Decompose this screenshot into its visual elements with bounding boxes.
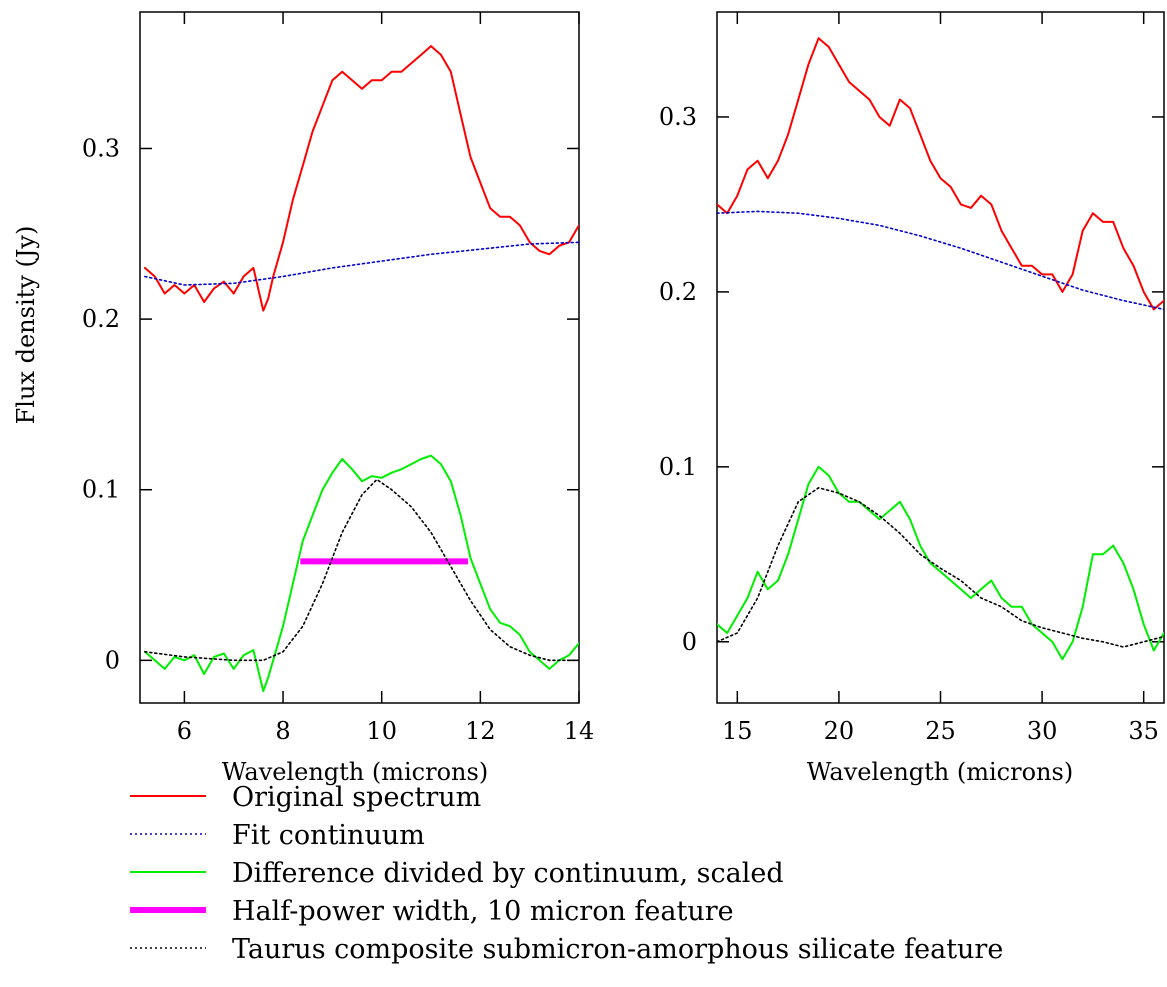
left-x-axis-label: Wavelength (microns) [222, 758, 488, 786]
x-tick-label: 12 [465, 717, 496, 745]
legend-item-original-spectrum: Original spectrum [130, 782, 481, 813]
series-difference-divided-by-continuum-scaled [717, 465, 1164, 661]
series-taurus-composite-submicron-amorphous-silicate-feature [144, 478, 579, 662]
series-taurus-composite-submicron-amorphous-silicate-feature [717, 486, 1164, 648]
y-tick-label: 0.2 [659, 278, 697, 306]
x-tick-label: 30 [1027, 717, 1058, 745]
y-tick-label: 0.3 [659, 103, 697, 131]
legend-label: Difference divided by continuum, scaled [232, 858, 784, 889]
y-tick-label: 0 [682, 628, 697, 656]
x-tick-label: 6 [177, 717, 192, 745]
x-tick-label: 15 [722, 717, 753, 745]
left-panel: 6 8 10 12 14 0 0.1 0.2 0.3 [82, 11, 595, 745]
y-axis-label: Flux density (Jy) [12, 226, 40, 425]
left-plot-frame [139, 11, 580, 704]
x-tick-label: 8 [275, 717, 290, 745]
right-x-axis-label: Wavelength (microns) [807, 758, 1073, 786]
y-tick-label: 0.2 [82, 305, 120, 333]
x-tick-label: 10 [366, 717, 397, 745]
legend-label: Original spectrum [232, 782, 481, 813]
y-tick-label: 0.3 [82, 134, 120, 162]
legend-label: Fit continuum [232, 820, 425, 851]
series-fit-continuum [144, 241, 579, 286]
right-panel: 15 20 25 30 35 0 0.1 0.2 0.3 [659, 11, 1165, 745]
legend-item-half-power-width-10-micron-feature: Half-power width, 10 micron feature [130, 896, 734, 927]
legend-label: Half-power width, 10 micron feature [232, 896, 734, 927]
series-original-spectrum [143, 45, 579, 312]
x-tick-label: 35 [1128, 717, 1159, 745]
y-tick-label: 0 [105, 646, 120, 674]
legend-item-difference-divided-by-continuum-scaled: Difference divided by continuum, scaled [130, 858, 784, 889]
y-tick-label: 0.1 [82, 476, 120, 504]
series-original-spectrum [717, 37, 1164, 311]
x-tick-label: 25 [925, 717, 956, 745]
legend: Original spectrum Fit continuum Difference… [130, 782, 1003, 965]
legend-item-taurus-composite-submicron-amorphous-sil: Taurus composite submicron-amorphous sil… [130, 934, 1003, 965]
x-tick-label: 14 [564, 717, 595, 745]
series-difference-divided-by-continuum-scaled [143, 454, 579, 693]
legend-item-fit-continuum: Fit continuum [130, 820, 425, 851]
x-tick-label: 20 [824, 717, 855, 745]
y-tick-label: 0.1 [659, 453, 697, 481]
series-fit-continuum [717, 210, 1164, 311]
right-plot-frame [716, 11, 1165, 704]
legend-label: Taurus composite submicron-amorphous sil… [232, 934, 1003, 965]
